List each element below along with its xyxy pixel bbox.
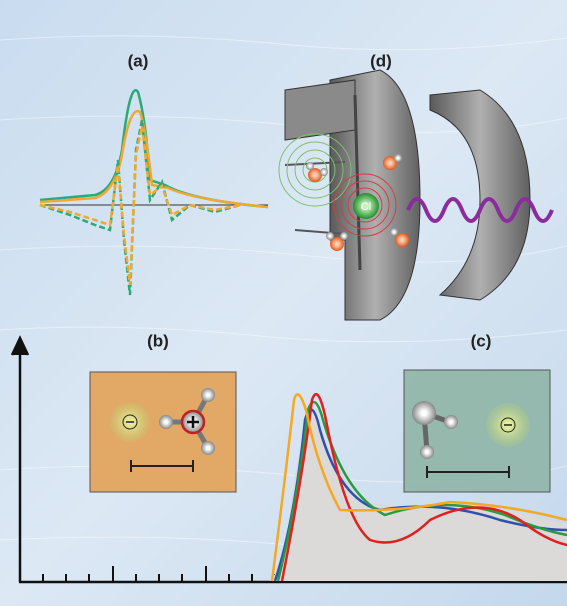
- panel-c-box: [404, 370, 550, 492]
- panel-label: (c): [471, 331, 492, 350]
- illustration: (a) (d) Cl: [0, 0, 567, 606]
- panel-label: (a): [128, 51, 149, 70]
- ion-label: Cl: [361, 201, 371, 213]
- panel-b-box: [90, 372, 236, 492]
- panel-label: (d): [370, 51, 392, 70]
- panel-label: (b): [147, 331, 169, 350]
